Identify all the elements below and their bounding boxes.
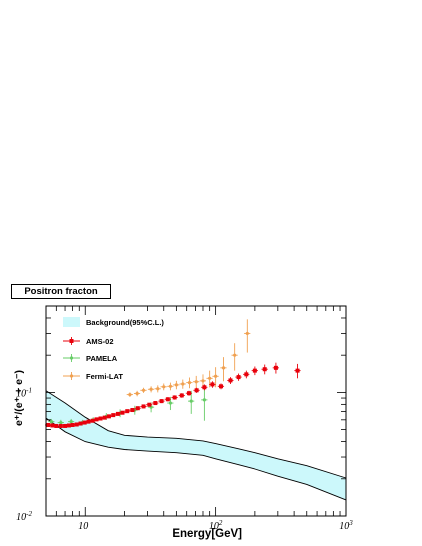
x-tick-label: 10 bbox=[78, 521, 88, 532]
fermi-lat-point bbox=[128, 392, 132, 397]
ams-02-point bbox=[210, 382, 215, 387]
ams-02-point bbox=[135, 406, 140, 411]
background-band-layer bbox=[45, 390, 347, 501]
fermi-lat-point bbox=[221, 366, 226, 370]
background-band bbox=[46, 390, 346, 500]
fermi-lat-point bbox=[201, 379, 205, 383]
data-series-layer bbox=[45, 319, 301, 428]
ams-02-point bbox=[252, 368, 257, 373]
ams-02-point bbox=[94, 417, 99, 422]
x-tick-label: 102 bbox=[209, 519, 223, 532]
legend-swatch-marker bbox=[69, 339, 74, 343]
y-tick-label: 10-2 bbox=[16, 510, 32, 523]
ams-02-point bbox=[106, 414, 111, 419]
plot-frame bbox=[45, 305, 347, 517]
ams-02-point bbox=[70, 422, 75, 427]
pamela-point bbox=[49, 420, 53, 424]
legend-label: Background(95%C.L.) bbox=[86, 318, 164, 327]
legend-item-ams-02: AMS-02 bbox=[63, 337, 114, 346]
fermi-lat-point bbox=[208, 376, 212, 380]
x-tick-label: 103 bbox=[339, 519, 353, 532]
ams-02-point bbox=[82, 420, 87, 425]
ams-02-point bbox=[172, 395, 177, 400]
ams-02-point bbox=[130, 408, 135, 413]
legend-label: PAMELA bbox=[86, 354, 118, 363]
ams-02-point bbox=[179, 393, 184, 398]
fermi-lat-point bbox=[233, 353, 237, 357]
legend-swatch-marker bbox=[69, 374, 74, 378]
legend-swatch-marker bbox=[69, 356, 74, 360]
ams-02-point bbox=[46, 422, 51, 427]
fermi-lat-point bbox=[194, 380, 198, 384]
ams-02-point bbox=[50, 423, 55, 428]
fermi-lat-point bbox=[162, 385, 166, 389]
ams-02-point bbox=[159, 399, 164, 404]
ams-02-point bbox=[66, 423, 71, 428]
ams-02-point bbox=[78, 421, 83, 426]
fermi-lat-point bbox=[187, 381, 192, 385]
fermi-lat-point bbox=[214, 374, 218, 378]
legend-item-pamela: PAMELA bbox=[63, 354, 118, 363]
series-fermi-lat bbox=[126, 319, 251, 397]
axis-tick-labels: 10 102 103 10-2 10-1 bbox=[16, 386, 353, 532]
legend-label: Fermi-LAT bbox=[86, 372, 123, 381]
ams-02-point bbox=[63, 423, 68, 428]
ams-02-point bbox=[147, 402, 152, 407]
fermi-lat-point bbox=[181, 382, 185, 386]
ams-02-point bbox=[194, 388, 199, 393]
ams-02-point bbox=[153, 401, 158, 406]
fermi-lat-point bbox=[168, 384, 173, 388]
ams-02-point bbox=[244, 372, 249, 377]
pamela-point bbox=[59, 420, 63, 425]
ams-02-point bbox=[58, 423, 63, 428]
y-tick-label: 10-1 bbox=[16, 386, 32, 399]
fermi-lat-point bbox=[156, 387, 160, 391]
ams-02-point bbox=[102, 415, 107, 420]
legend-label: AMS-02 bbox=[86, 337, 114, 346]
ams-02-point bbox=[202, 385, 207, 390]
ams-02-point bbox=[90, 418, 95, 423]
legend: Background(95%C.L.) AMS-02 PAMELA Fermi-LAT bbox=[63, 317, 164, 381]
ams-02-point bbox=[120, 410, 125, 415]
legend-item-background-95-c-l-: Background(95%C.L.) bbox=[63, 317, 164, 327]
ams-02-point bbox=[86, 419, 91, 424]
pamela-point bbox=[69, 420, 73, 424]
ams-02-point bbox=[228, 378, 233, 383]
ams-02-point bbox=[295, 368, 300, 373]
y-axis-title: e⁺/(e⁺ + e⁻) bbox=[13, 370, 25, 426]
pamela-point bbox=[168, 401, 173, 405]
series-ams-02 bbox=[45, 362, 301, 428]
fermi-lat-point bbox=[135, 391, 139, 396]
ams-02-point bbox=[187, 391, 192, 396]
axis-ticks bbox=[45, 305, 347, 517]
x-axis-title: Energy[GeV] bbox=[172, 528, 242, 540]
pamela-point bbox=[202, 398, 206, 402]
ams-02-point bbox=[115, 411, 120, 416]
background-band-upper-line bbox=[45, 390, 347, 479]
fermi-lat-point bbox=[149, 387, 153, 391]
ams-02-point bbox=[111, 413, 116, 418]
ams-02-point bbox=[125, 409, 130, 414]
background-band-lower-line bbox=[45, 417, 347, 501]
ams-02-point bbox=[98, 416, 103, 421]
fermi-lat-point bbox=[174, 383, 178, 387]
pamela-point bbox=[189, 399, 193, 403]
ams-02-point bbox=[236, 375, 241, 380]
fermi-lat-point bbox=[141, 388, 146, 392]
legend-swatch bbox=[63, 317, 80, 327]
chart-title: Positron fracton bbox=[11, 284, 111, 299]
ams-02-point bbox=[141, 404, 146, 409]
ams-02-point bbox=[165, 397, 170, 402]
fermi-lat-point bbox=[245, 331, 249, 336]
ams-02-point bbox=[54, 423, 59, 428]
ams-02-point bbox=[262, 367, 267, 372]
ams-02-point bbox=[273, 365, 278, 370]
ams-02-point bbox=[74, 422, 79, 427]
ams-02-point bbox=[219, 384, 224, 389]
legend-item-fermi-lat: Fermi-LAT bbox=[63, 372, 123, 381]
